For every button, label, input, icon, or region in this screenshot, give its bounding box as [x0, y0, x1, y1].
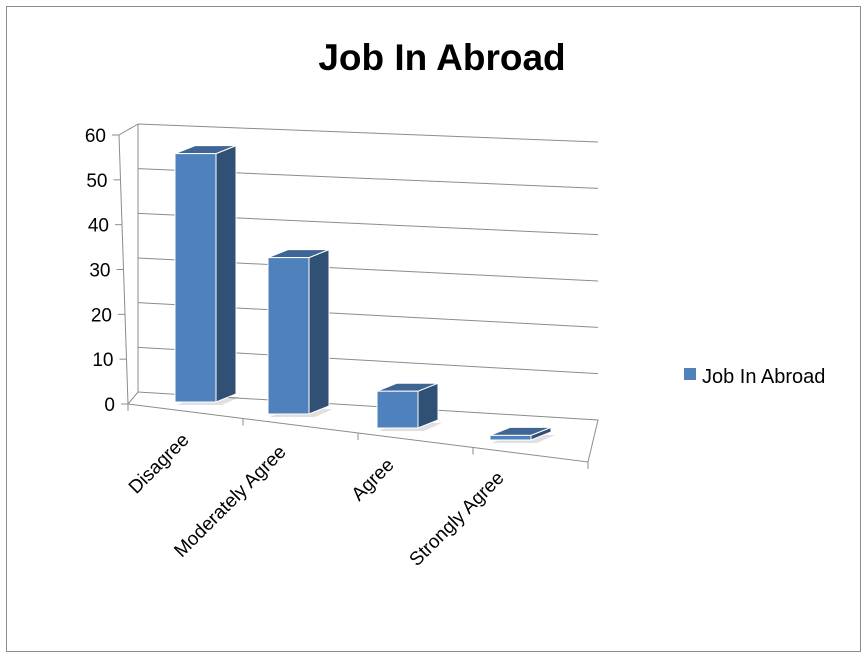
bar-moderately-agree [267, 248, 333, 417]
y-tick-label: 50 [86, 171, 107, 192]
bar-front [376, 390, 419, 429]
y-tick-label: 10 [92, 350, 113, 371]
back-wall-top [137, 123, 599, 143]
y-tick-label: 20 [91, 305, 112, 326]
legend-swatch [684, 368, 696, 380]
category-label: Moderately Agree [170, 442, 290, 562]
chart-title: Job In Abroad [318, 37, 565, 78]
side-wall-top [118, 123, 139, 136]
bar-side [215, 144, 237, 403]
category-label: Disagree [125, 430, 194, 499]
legend-label: Job In Abroad [702, 366, 825, 388]
legend: Job In Abroad [684, 366, 825, 388]
bar-side [308, 248, 330, 415]
bar-disagree [174, 144, 240, 405]
bar-strongly-agree [489, 426, 555, 443]
y-tick-label: 60 [85, 126, 106, 147]
category-label: Strongly Agree [406, 468, 509, 571]
y-axis-ticks: 0 10 20 30 40 50 60 [85, 126, 128, 416]
bar-front [267, 257, 310, 415]
floor [127, 391, 599, 463]
bars [174, 144, 555, 443]
chart-frame [6, 6, 861, 652]
bar-agree [376, 382, 442, 431]
bar-front [489, 434, 532, 441]
category-label: Agree [348, 455, 399, 506]
y-tick-label: 30 [89, 261, 110, 282]
bar-front [174, 153, 217, 403]
y-tick-label: 0 [104, 395, 115, 416]
y-tick-label: 40 [88, 216, 109, 237]
